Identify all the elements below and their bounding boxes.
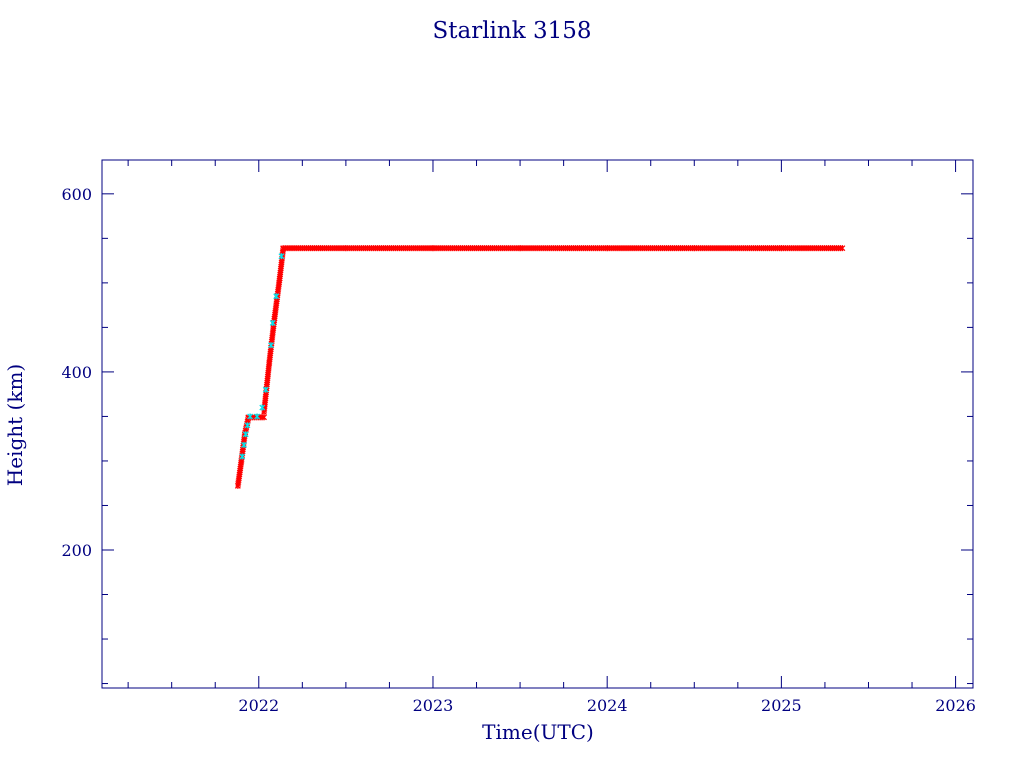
data-points: [234, 245, 846, 489]
data-point-secondary: [247, 413, 254, 420]
y-tick-label: 600: [61, 185, 92, 204]
x-axis-label: Time(UTC): [482, 720, 594, 744]
data-point: [839, 245, 846, 252]
data-point-secondary: [242, 431, 249, 438]
chart-title: Starlink 3158: [432, 18, 591, 44]
data-point-secondary: [278, 253, 285, 260]
data-point-secondary: [262, 386, 269, 393]
y-axis-label: Height (km): [3, 364, 27, 486]
x-tick-label: 2022: [238, 696, 279, 715]
data-point-secondary: [269, 319, 276, 326]
x-tick-label: 2025: [761, 696, 802, 715]
plot-frame: [101, 159, 974, 689]
y-tick-label: 400: [61, 363, 92, 382]
axis-ticks: [102, 160, 973, 688]
data-point-secondary: [244, 422, 251, 429]
data-point-secondary: [239, 453, 246, 460]
data-point: [261, 414, 267, 421]
data-point-secondary: [254, 413, 260, 420]
y-tick-label: 200: [61, 541, 92, 560]
axis-tick-labels: 2022 2023 2024 2025 2026 200 400 600: [61, 185, 975, 715]
x-tick-label: 2024: [587, 696, 628, 715]
data-point-secondary: [273, 293, 280, 300]
x-tick-label: 2023: [413, 696, 454, 715]
data-point-secondary: [259, 404, 266, 411]
data-point-secondary: [268, 342, 274, 349]
x-tick-label: 2026: [935, 696, 976, 715]
data-point-secondary: [241, 441, 247, 448]
